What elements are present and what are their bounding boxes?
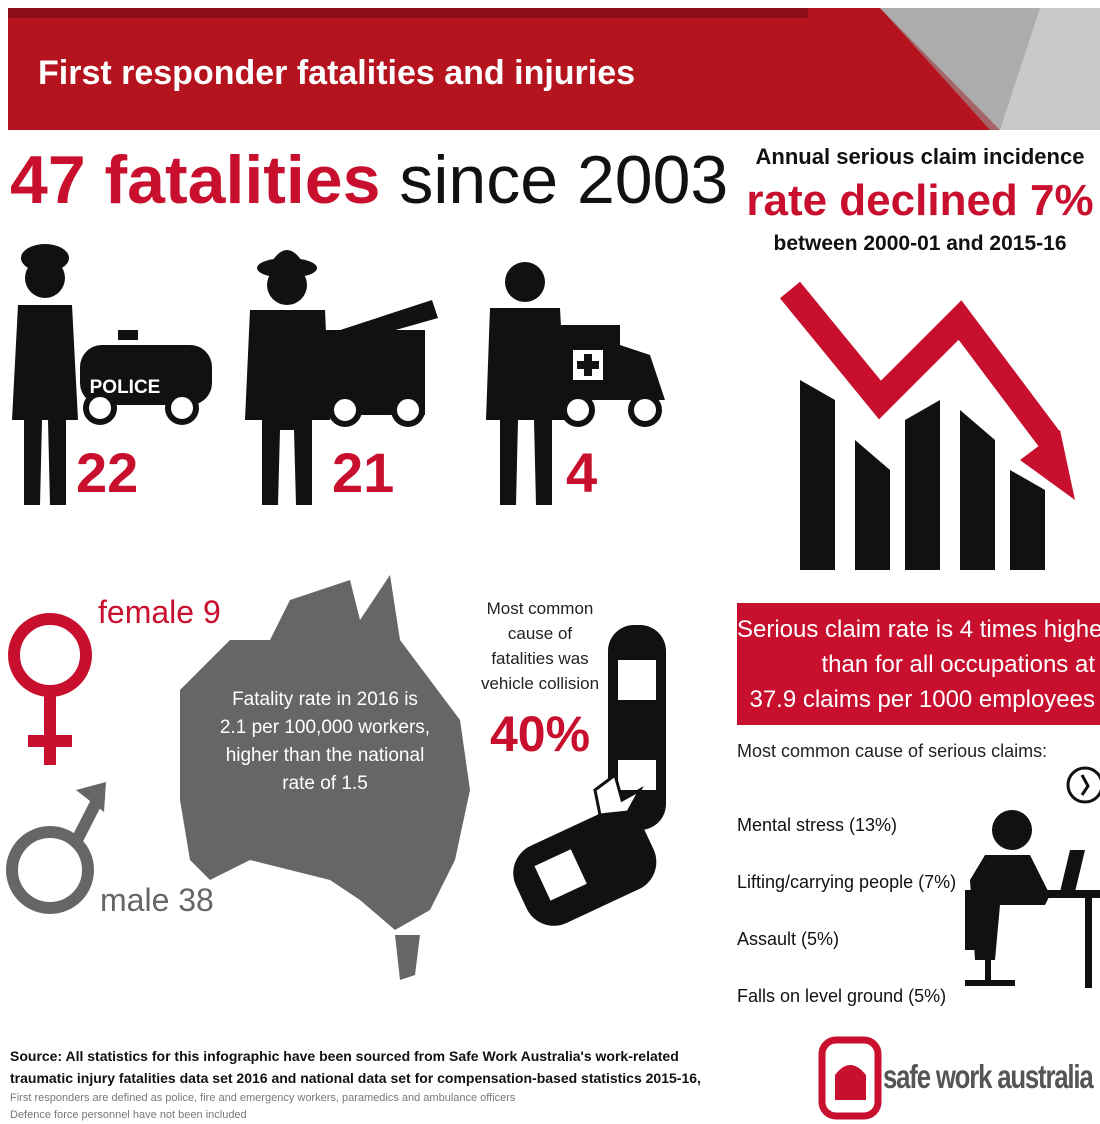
decline-arrowhead: [1020, 430, 1075, 500]
collision-line: Most common: [486, 599, 594, 618]
collision-line: cause of: [507, 624, 573, 643]
claim-box-text: Serious claim rate is 4 times higher than…: [737, 612, 1100, 717]
decline-arrow: [779, 281, 1061, 448]
headline: 47 fatalities since 2003: [10, 140, 728, 220]
female-symbol: [8, 613, 92, 697]
causes-list: Mental stress (13%) Lifting/carrying peop…: [737, 797, 956, 1025]
fire-count: 21: [332, 441, 395, 504]
trend-line1: Annual serious claim incidence: [755, 144, 1085, 169]
claim-box: [737, 603, 1100, 725]
australia-line: higher than the national: [225, 745, 425, 766]
claim-box-line: Serious claim rate is 4 times higher: [737, 616, 1100, 643]
header-shade: [880, 8, 1040, 130]
headline-rest: since 2003: [399, 142, 729, 218]
causes-heading: Most common cause of serious claims:: [737, 741, 1048, 761]
source: Source: All statistics for this infograp…: [10, 1045, 701, 1089]
header-stripe: [8, 8, 808, 18]
logo-icon: [818, 1036, 882, 1120]
trend-line3: between 2000-01 and 2015-16: [773, 232, 1067, 255]
female-label: female 9: [98, 594, 221, 630]
claim-box-line: 37.9 claims per 1000 employees: [749, 686, 1095, 713]
female-crossbar: [28, 735, 72, 747]
trend-line2: rate declined 7%: [746, 176, 1094, 225]
cause-item: Lifting/carrying people (7%): [737, 872, 957, 892]
collision-icon: [513, 625, 666, 926]
cause-item: Mental stress (13%): [737, 815, 898, 835]
cause-item: Falls on level ground (5%): [737, 986, 947, 1006]
collision-line: vehicle collision: [480, 674, 600, 693]
firefighter-icon: [245, 250, 438, 505]
source-notes: First responders are defined as police, …: [10, 1090, 515, 1124]
headline-bold: 47 fatalities: [10, 142, 381, 218]
decline-icon: [800, 380, 1045, 570]
worker-icon: [965, 766, 1100, 988]
claim-box-line: than for all occupations at: [821, 651, 1095, 678]
logo-mark: [835, 1065, 866, 1100]
collision-line: fatalities was: [491, 649, 589, 668]
source-line: traumatic injury fatalities data set 201…: [10, 1070, 701, 1086]
australia-line: Fatality rate in 2016 is: [232, 689, 418, 710]
australia-text: Fatality rate in 2016 is 2.1 per 100,000 …: [205, 686, 445, 798]
source-note: Defence force personnel have not been in…: [10, 1109, 247, 1121]
collision-percent: 40%: [489, 706, 591, 762]
paramedic-icon: [486, 262, 665, 505]
paramedic-count: 4: [566, 441, 598, 504]
male-label: male 38: [100, 882, 214, 918]
police-label: POLICE: [90, 377, 161, 398]
australia-line: 2.1 per 100,000 workers,: [219, 717, 431, 738]
source-note: First responders are defined as police, …: [10, 1092, 516, 1104]
male-symbol: [6, 826, 94, 914]
male-arrowhead: [76, 782, 106, 812]
australia-map: [180, 575, 470, 980]
police-count: 22: [76, 441, 139, 504]
logo-text: safe work australia: [883, 1058, 1094, 1095]
header-title: First responder fatalities and injuries: [38, 54, 636, 92]
cause-item: Assault (5%): [737, 929, 840, 949]
female-cross: [44, 690, 56, 765]
police-icon: [12, 244, 212, 505]
source-line: Source: All statistics for this infograp…: [10, 1048, 679, 1064]
australia-line: rate of 1.5: [282, 773, 368, 794]
collision-text: Most common cause of fatalities was vehicle…: [470, 596, 610, 696]
